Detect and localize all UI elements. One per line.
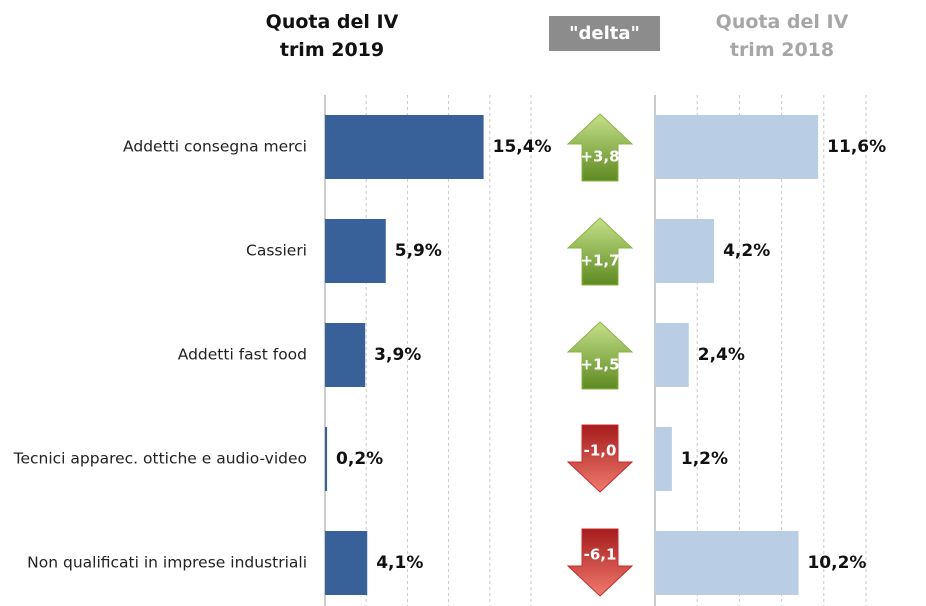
delta-label: -6,1 bbox=[584, 546, 617, 564]
bar bbox=[325, 323, 366, 387]
value-label: 2,4% bbox=[698, 345, 745, 365]
value-label: 1,2% bbox=[681, 449, 728, 469]
delta-arrow bbox=[566, 321, 634, 390]
category-label: Non qualificati in imprese industriali bbox=[27, 554, 307, 572]
bar bbox=[655, 427, 672, 491]
delta-title: "delta" bbox=[569, 23, 640, 44]
bar bbox=[325, 531, 368, 595]
delta-arrow bbox=[566, 424, 634, 493]
bar bbox=[325, 115, 484, 179]
delta-title-box bbox=[549, 16, 660, 51]
category-label: Addetti consegna merci bbox=[123, 138, 307, 156]
value-label: 5,9% bbox=[395, 241, 442, 261]
bar bbox=[655, 219, 715, 283]
value-label: 10,2% bbox=[807, 553, 866, 573]
value-label: 15,4% bbox=[493, 137, 552, 157]
value-label: 3,9% bbox=[374, 345, 421, 365]
bar bbox=[325, 219, 386, 283]
bar bbox=[655, 115, 819, 179]
value-label: 11,6% bbox=[827, 137, 886, 157]
delta-label: -1,0 bbox=[584, 442, 617, 460]
bar bbox=[325, 427, 328, 491]
delta-arrow bbox=[566, 113, 634, 182]
delta-label: +3,8 bbox=[580, 148, 619, 166]
delta-arrow bbox=[566, 217, 634, 286]
category-label: Addetti fast food bbox=[178, 346, 307, 364]
category-label: Cassieri bbox=[246, 242, 307, 260]
right-title: Quota del IV trim 2018 bbox=[715, 11, 849, 61]
bar bbox=[655, 531, 799, 595]
category-label: Tecnici apparec. ottiche e audio-video bbox=[13, 450, 307, 468]
value-label: 4,1% bbox=[376, 553, 423, 573]
delta-arrow bbox=[566, 528, 634, 597]
value-label: 4,2% bbox=[723, 241, 770, 261]
delta-label: +1,7 bbox=[580, 252, 619, 270]
delta-label: +1,5 bbox=[580, 356, 619, 374]
value-label: 0,2% bbox=[336, 449, 383, 469]
left-title: Quota del IV trim 2019 bbox=[265, 11, 399, 61]
bar bbox=[655, 323, 689, 387]
